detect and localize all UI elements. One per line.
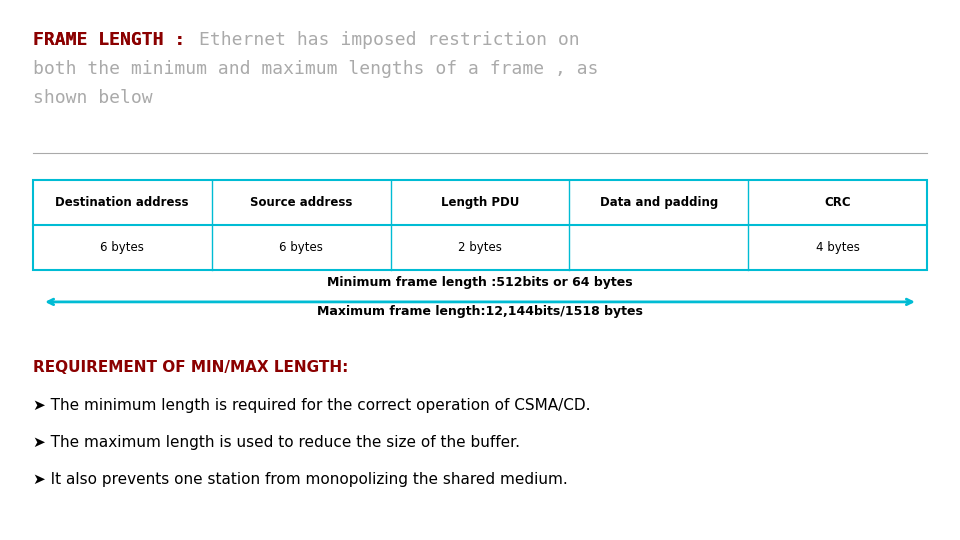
Text: ➤ It also prevents one station from monopolizing the shared medium.: ➤ It also prevents one station from mono…	[33, 472, 567, 487]
Text: shown below: shown below	[33, 89, 153, 107]
Text: REQUIREMENT OF MIN/MAX LENGTH:: REQUIREMENT OF MIN/MAX LENGTH:	[33, 360, 348, 375]
Text: Length PDU: Length PDU	[441, 195, 519, 209]
Text: 6 bytes: 6 bytes	[100, 241, 144, 254]
Text: Ethernet has imposed restriction on: Ethernet has imposed restriction on	[200, 31, 580, 49]
Text: both the minimum and maximum lengths of a frame , as: both the minimum and maximum lengths of …	[33, 60, 598, 78]
Text: Data and padding: Data and padding	[600, 195, 718, 209]
Text: Destination address: Destination address	[56, 195, 189, 209]
Text: 6 bytes: 6 bytes	[279, 241, 323, 254]
Text: ➤ The minimum length is required for the correct operation of CSMA/CD.: ➤ The minimum length is required for the…	[33, 397, 590, 413]
Text: Minimum frame length :512bits or 64 bytes: Minimum frame length :512bits or 64 byte…	[327, 275, 633, 288]
Text: FRAME LENGTH :: FRAME LENGTH :	[33, 31, 185, 49]
Text: Source address: Source address	[250, 195, 352, 209]
Text: FRAME LENGTH :: FRAME LENGTH :	[33, 31, 185, 49]
Bar	[33, 180, 927, 270]
Text: 2 bytes: 2 bytes	[458, 241, 502, 254]
Text: 4 bytes: 4 bytes	[816, 241, 860, 254]
Text: Maximum frame length:12,144bits/1518 bytes: Maximum frame length:12,144bits/1518 byt…	[317, 305, 643, 318]
Text: ➤ The maximum length is used to reduce the size of the buffer.: ➤ The maximum length is used to reduce t…	[33, 435, 519, 450]
Text: CRC: CRC	[825, 195, 852, 209]
